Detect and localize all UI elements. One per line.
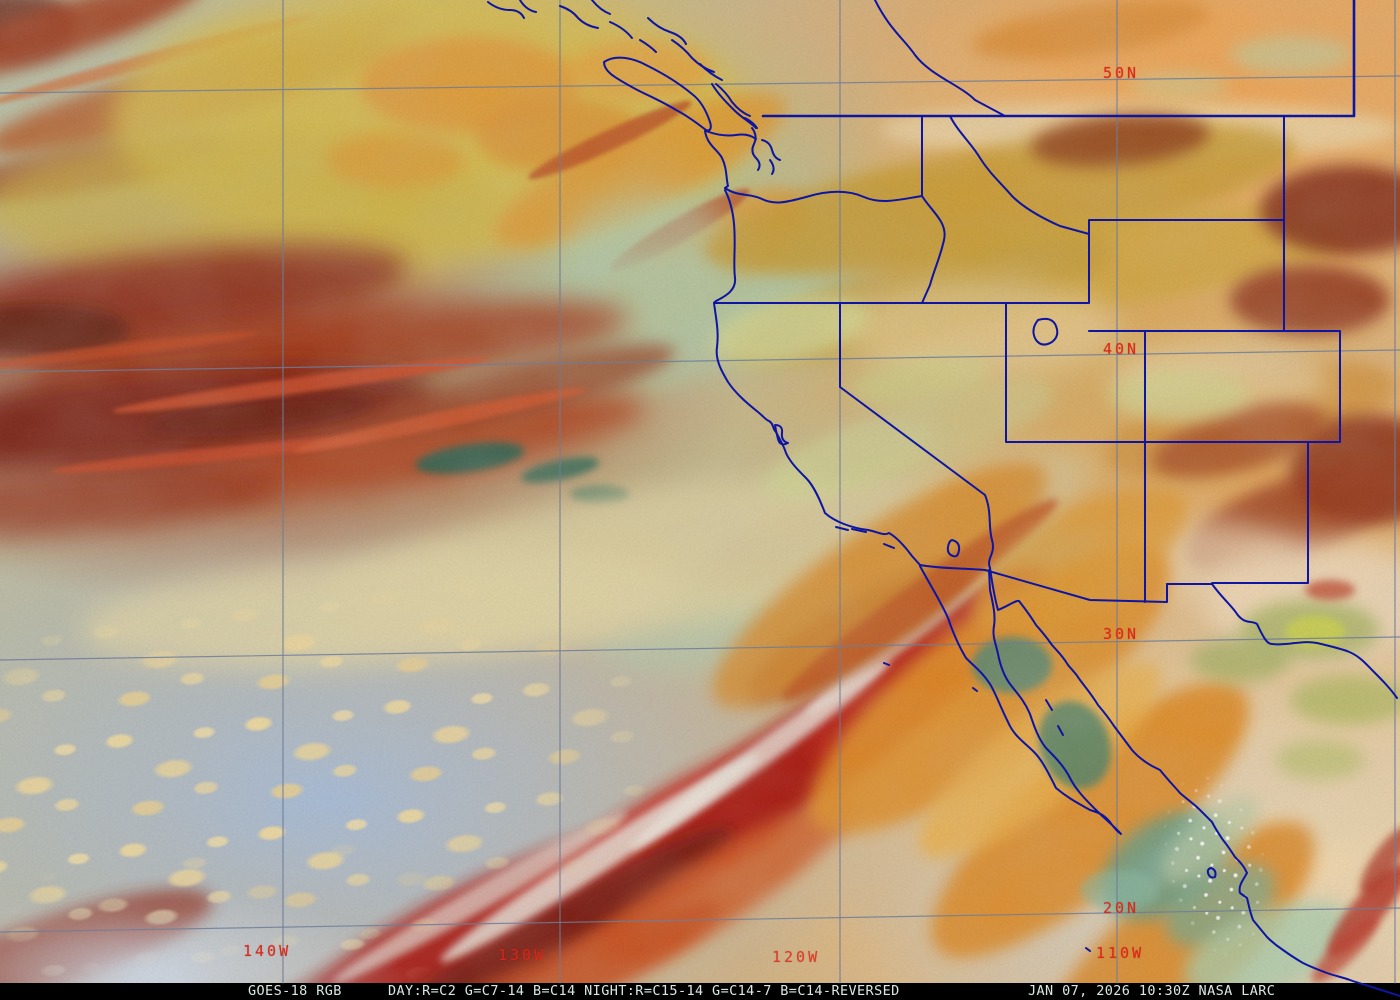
lon-label-110w: 110W	[1096, 944, 1145, 962]
lat-label-50n: 50N	[1103, 64, 1140, 82]
lat-label-30n: 30N	[1103, 625, 1140, 643]
baja-california-coastline	[919, 565, 1122, 835]
vancouver-island	[603, 56, 712, 132]
bc-fjords	[487, 0, 757, 129]
bc-alberta-border	[874, 0, 1006, 117]
lon-label-130w: 130W	[498, 946, 547, 964]
gridline-30n	[0, 636, 1400, 661]
coastlines	[487, 0, 1400, 997]
caption-channel-recipe: DAY:R=C2 G=C7-14 B=C14 NIGHT:R=C15-14 G=…	[388, 983, 900, 999]
rio-grande-river	[1211, 583, 1398, 699]
state-borders	[713, 115, 1341, 603]
caption-bar: GOES-18 RGB DAY:R=C2 G=C7-14 B=C14 NIGHT…	[0, 983, 1400, 1000]
political-boundaries	[713, 0, 1398, 699]
mexico-mainland-coastline	[989, 567, 1400, 997]
lat-label-20n: 20N	[1103, 899, 1140, 917]
lon-label-140w: 140W	[243, 942, 292, 960]
puget-sound	[705, 117, 781, 175]
caption-product: GOES-18 RGB	[248, 983, 342, 999]
lon-label-120w: 120W	[772, 948, 821, 966]
gridline-50n	[0, 75, 1400, 94]
us-mexico-border	[919, 564, 1168, 603]
san-francisco-bay	[774, 424, 789, 446]
caption-datetime-credit: JAN 07, 2026 10:30Z NASA LARC	[1028, 983, 1276, 999]
lakes-and-islands	[835, 317, 1217, 952]
gridline-40n	[0, 349, 1400, 373]
lat-label-40n: 40N	[1103, 340, 1140, 358]
idaho-montana-border	[949, 115, 1090, 235]
canada-border	[761, 0, 1356, 118]
pacific-coastline	[704, 130, 921, 566]
columbia-river-border	[724, 187, 923, 204]
gridline-20n	[0, 907, 1400, 933]
